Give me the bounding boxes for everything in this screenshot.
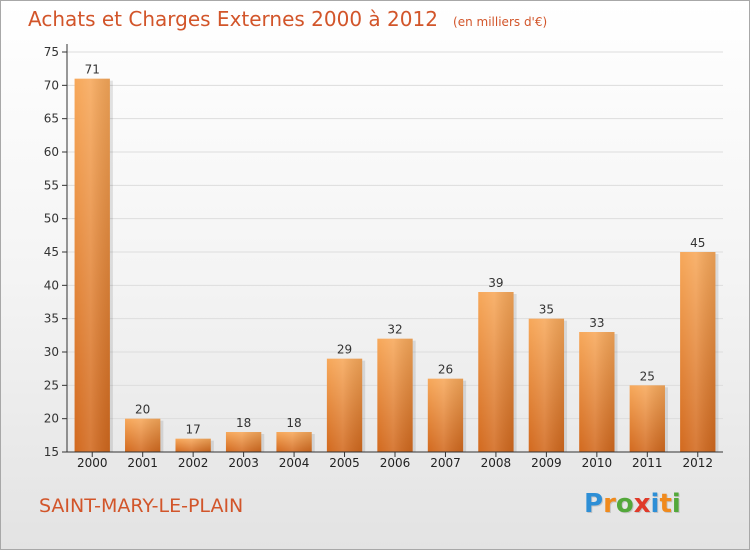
logo-letter: i <box>671 489 681 519</box>
y-tick-label: 50 <box>44 212 59 226</box>
y-tick-label: 25 <box>44 378 59 392</box>
place-name: SAINT-MARY-LE-PLAIN <box>39 495 244 517</box>
x-tick-label: 2010 <box>582 456 613 470</box>
y-tick-label: 40 <box>44 278 59 292</box>
x-tick-label: 2012 <box>682 456 713 470</box>
bar-highlight <box>175 438 211 452</box>
y-tick-label: 65 <box>44 112 59 126</box>
bar-highlight <box>478 292 514 452</box>
data-label: 29 <box>337 343 352 357</box>
data-label: 71 <box>85 63 100 77</box>
data-label: 17 <box>186 423 201 437</box>
bar-highlight <box>125 418 161 452</box>
y-tick-label: 70 <box>44 78 59 92</box>
y-tick-label: 55 <box>44 178 59 192</box>
bar-highlight <box>579 332 615 452</box>
x-tick-label: 2000 <box>77 456 108 470</box>
proxiti-logo[interactable]: Proxiti <box>584 489 681 519</box>
y-tick-label: 30 <box>44 345 59 359</box>
x-tick-label: 2006 <box>380 456 411 470</box>
labels: 15 20 25 30 35 40 45 50 55 60 65 70 75 71 2000 20 2001 17… <box>44 45 713 470</box>
data-label: 18 <box>236 416 251 430</box>
y-tick-label: 45 <box>44 245 59 259</box>
x-tick-label: 2003 <box>228 456 259 470</box>
bar-highlight <box>276 432 312 452</box>
bar-highlight <box>326 358 363 452</box>
bars <box>74 78 719 453</box>
axes <box>62 44 723 457</box>
bar-highlight <box>629 385 665 452</box>
bar-highlight <box>680 252 716 452</box>
y-tick-label: 60 <box>44 145 59 159</box>
logo-letter: x <box>633 489 651 519</box>
data-label: 26 <box>438 363 453 377</box>
logo-letter: i <box>650 489 660 519</box>
x-tick-label: 2009 <box>531 456 562 470</box>
bar-highlight <box>528 318 565 452</box>
x-tick-label: 2007 <box>430 456 461 470</box>
x-tick-label: 2005 <box>329 456 360 470</box>
bar-highlight <box>427 378 464 452</box>
logo-letter: P <box>584 489 604 519</box>
x-tick-label: 2002 <box>178 456 209 470</box>
bar-highlight <box>377 338 413 452</box>
y-tick-label: 75 <box>44 45 59 59</box>
logo-letter: t <box>659 489 672 519</box>
data-label: 39 <box>488 276 503 290</box>
chart-title: Achats et Charges Externes 2000 à 2012 <box>28 7 438 31</box>
title-row: Achats et Charges Externes 2000 à 2012 (… <box>28 7 547 31</box>
x-tick-label: 2011 <box>632 456 663 470</box>
logo-letter: r <box>603 489 616 519</box>
y-tick-label: 35 <box>44 312 59 326</box>
data-label: 18 <box>286 416 301 430</box>
y-tick-label: 20 <box>44 412 59 426</box>
data-label: 20 <box>135 403 150 417</box>
y-tick-label: 15 <box>44 445 59 459</box>
data-label: 33 <box>589 316 604 330</box>
data-label: 25 <box>640 369 655 383</box>
data-label: 32 <box>387 323 402 337</box>
data-label: 35 <box>539 303 554 317</box>
logo-letter: o <box>615 489 634 519</box>
bar-highlight <box>225 432 262 452</box>
bar-highlight <box>74 78 110 453</box>
x-tick-label: 2008 <box>481 456 512 470</box>
data-label: 45 <box>690 236 705 250</box>
unit-note: (en milliers d'€) <box>453 15 548 29</box>
x-tick-label: 2004 <box>279 456 310 470</box>
x-tick-label: 2001 <box>127 456 158 470</box>
